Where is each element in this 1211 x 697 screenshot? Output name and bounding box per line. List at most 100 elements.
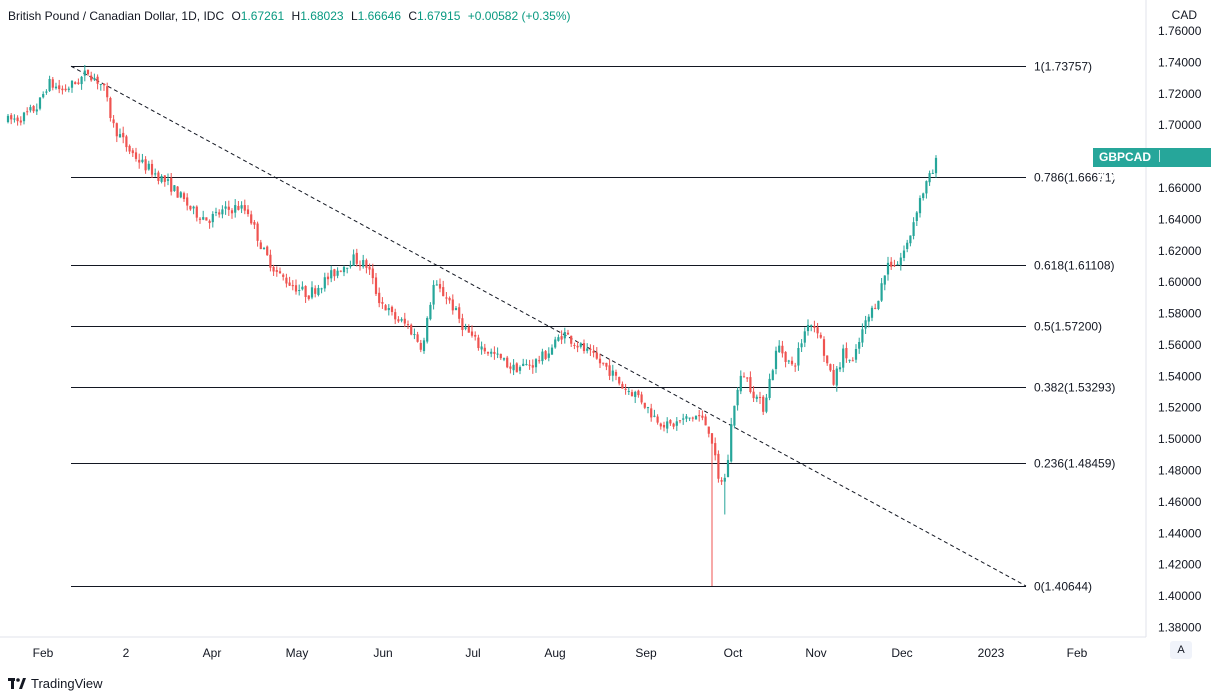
candle-body bbox=[554, 339, 557, 348]
candle-body bbox=[826, 355, 829, 364]
candle-body bbox=[285, 277, 288, 284]
candle-body bbox=[186, 197, 189, 206]
price-tick-label: 1.60000 bbox=[1158, 275, 1202, 289]
downtrend-line bbox=[70, 65, 1027, 587]
candle-body bbox=[880, 283, 883, 301]
time-axis[interactable]: Feb 2 Apr May Jun Jul Aug Sep Oct Nov Dec 2023 Feb bbox=[33, 646, 1088, 660]
candle-body bbox=[323, 277, 326, 289]
candle-body bbox=[640, 394, 643, 403]
price-tick-label: 1.46000 bbox=[1158, 495, 1202, 509]
candle-body bbox=[371, 268, 374, 279]
currency-label: CAD bbox=[1171, 8, 1197, 22]
candle-body bbox=[797, 348, 800, 366]
candle-body bbox=[816, 327, 819, 334]
candle-body bbox=[918, 198, 922, 214]
candle-body bbox=[637, 390, 640, 396]
candle-body bbox=[288, 282, 291, 286]
last-price-badge: GBPCAD 1.67915 bbox=[1093, 148, 1211, 183]
candle-body bbox=[365, 260, 368, 268]
candle-body bbox=[10, 115, 13, 120]
candle-body bbox=[250, 214, 253, 224]
candle-body bbox=[762, 396, 765, 412]
candle-body bbox=[909, 235, 912, 244]
candle-body bbox=[672, 423, 675, 427]
candle-body bbox=[502, 358, 506, 360]
candle-body bbox=[51, 79, 54, 88]
candle-body bbox=[755, 396, 758, 399]
candle-body bbox=[614, 371, 618, 376]
candle-body bbox=[298, 290, 301, 292]
candle-body bbox=[157, 172, 160, 181]
tradingview-logo-icon bbox=[8, 677, 26, 690]
brand-name: TradingView bbox=[31, 676, 103, 691]
candle-body bbox=[858, 341, 861, 349]
candle-body bbox=[122, 132, 125, 138]
fib-level-label: 1(1.73757) bbox=[1034, 60, 1092, 74]
candle-body bbox=[922, 193, 925, 199]
candle-body bbox=[570, 335, 573, 344]
candle-body bbox=[877, 300, 880, 309]
candle-body bbox=[730, 424, 733, 462]
candle-body bbox=[800, 343, 803, 348]
candle-body bbox=[752, 391, 755, 399]
candle-body bbox=[506, 357, 509, 368]
candle-body bbox=[509, 366, 512, 369]
candle-body bbox=[141, 159, 144, 163]
auto-scale-button[interactable]: A bbox=[1170, 641, 1192, 659]
candle-body bbox=[480, 346, 483, 350]
candle-body bbox=[605, 362, 608, 367]
candle-body bbox=[349, 265, 352, 267]
candle-body bbox=[61, 88, 64, 91]
candle-body bbox=[874, 307, 877, 309]
candle-body bbox=[893, 265, 896, 267]
price-tick-label: 1.66000 bbox=[1158, 181, 1202, 195]
candle-body bbox=[35, 109, 38, 112]
candle-body bbox=[179, 192, 182, 198]
candle-body bbox=[784, 351, 787, 362]
high-value: 1.68023 bbox=[300, 9, 344, 23]
candle-body bbox=[64, 88, 67, 91]
candle-body bbox=[102, 83, 106, 86]
candle-body bbox=[134, 152, 138, 159]
candle-body bbox=[13, 118, 16, 120]
candle-body bbox=[512, 364, 515, 371]
fib-level-label: 0.786(1.66671) bbox=[1034, 171, 1115, 185]
time-tick-label: Jun bbox=[373, 646, 392, 660]
candle-body bbox=[128, 145, 131, 152]
candle-body bbox=[768, 378, 771, 398]
candles bbox=[6, 64, 938, 586]
candle-body bbox=[42, 94, 45, 98]
price-axis[interactable]: 1.38000 1.40000 1.42000 1.44000 1.46000 1.480… bbox=[1158, 24, 1202, 635]
candle-body bbox=[109, 98, 112, 119]
time-tick-label: Nov bbox=[805, 646, 826, 660]
candle-body bbox=[454, 307, 458, 311]
candle-body bbox=[912, 222, 915, 236]
candle-body bbox=[707, 426, 710, 434]
candle-body bbox=[301, 286, 304, 290]
candle-body bbox=[656, 416, 659, 423]
candle-body bbox=[890, 261, 893, 267]
tradingview-logo: TradingView bbox=[8, 676, 103, 691]
candle-body bbox=[432, 284, 435, 305]
candle-body bbox=[928, 173, 931, 183]
candle-body bbox=[310, 287, 314, 298]
candle-body bbox=[688, 417, 691, 419]
price-tick-label: 1.42000 bbox=[1158, 558, 1202, 572]
candle-body bbox=[138, 159, 141, 163]
candle-body bbox=[643, 402, 646, 408]
time-tick-label: Jul bbox=[465, 646, 480, 660]
candle-body bbox=[16, 117, 19, 122]
candle-body bbox=[26, 111, 29, 113]
candle-body bbox=[464, 327, 467, 329]
candle-body bbox=[192, 206, 195, 209]
candle-body bbox=[435, 284, 438, 286]
candle-body bbox=[589, 348, 592, 351]
candle-body bbox=[685, 416, 688, 419]
candle-body bbox=[176, 186, 179, 198]
candle-body bbox=[173, 185, 176, 191]
candle-body bbox=[272, 266, 275, 272]
candle-body bbox=[154, 173, 157, 175]
fib-level-label: 0.5(1.57200) bbox=[1034, 320, 1102, 334]
legend-header: British Pound / Canadian Dollar, 1D, IDC… bbox=[8, 9, 571, 23]
